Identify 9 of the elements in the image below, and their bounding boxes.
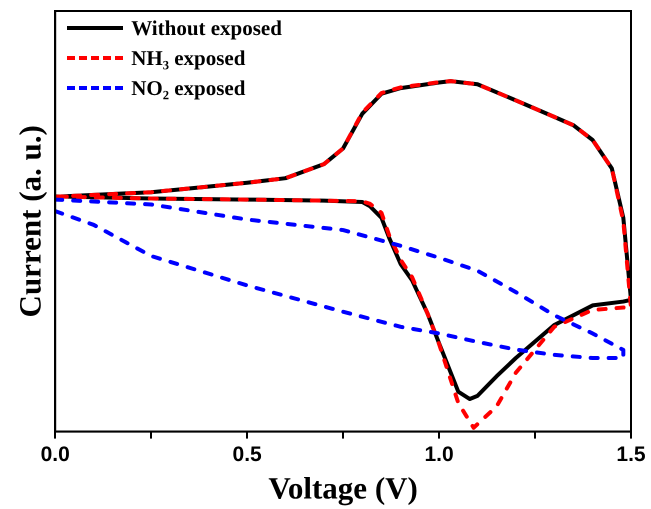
x-tick-label: 1.0 <box>424 442 454 466</box>
legend-label: Without exposed <box>131 15 282 42</box>
legend-label: NO₂ exposed <box>131 75 246 102</box>
x-tick-label: 0.0 <box>40 442 70 466</box>
x-tick-label: 1.5 <box>616 442 646 466</box>
x-axis-title: Voltage (V) <box>268 470 418 506</box>
legend-label: NH₃ exposed <box>131 45 246 72</box>
x-tick-label: 0.5 <box>232 442 262 466</box>
y-axis-title: Current (a. u.) <box>12 125 48 318</box>
